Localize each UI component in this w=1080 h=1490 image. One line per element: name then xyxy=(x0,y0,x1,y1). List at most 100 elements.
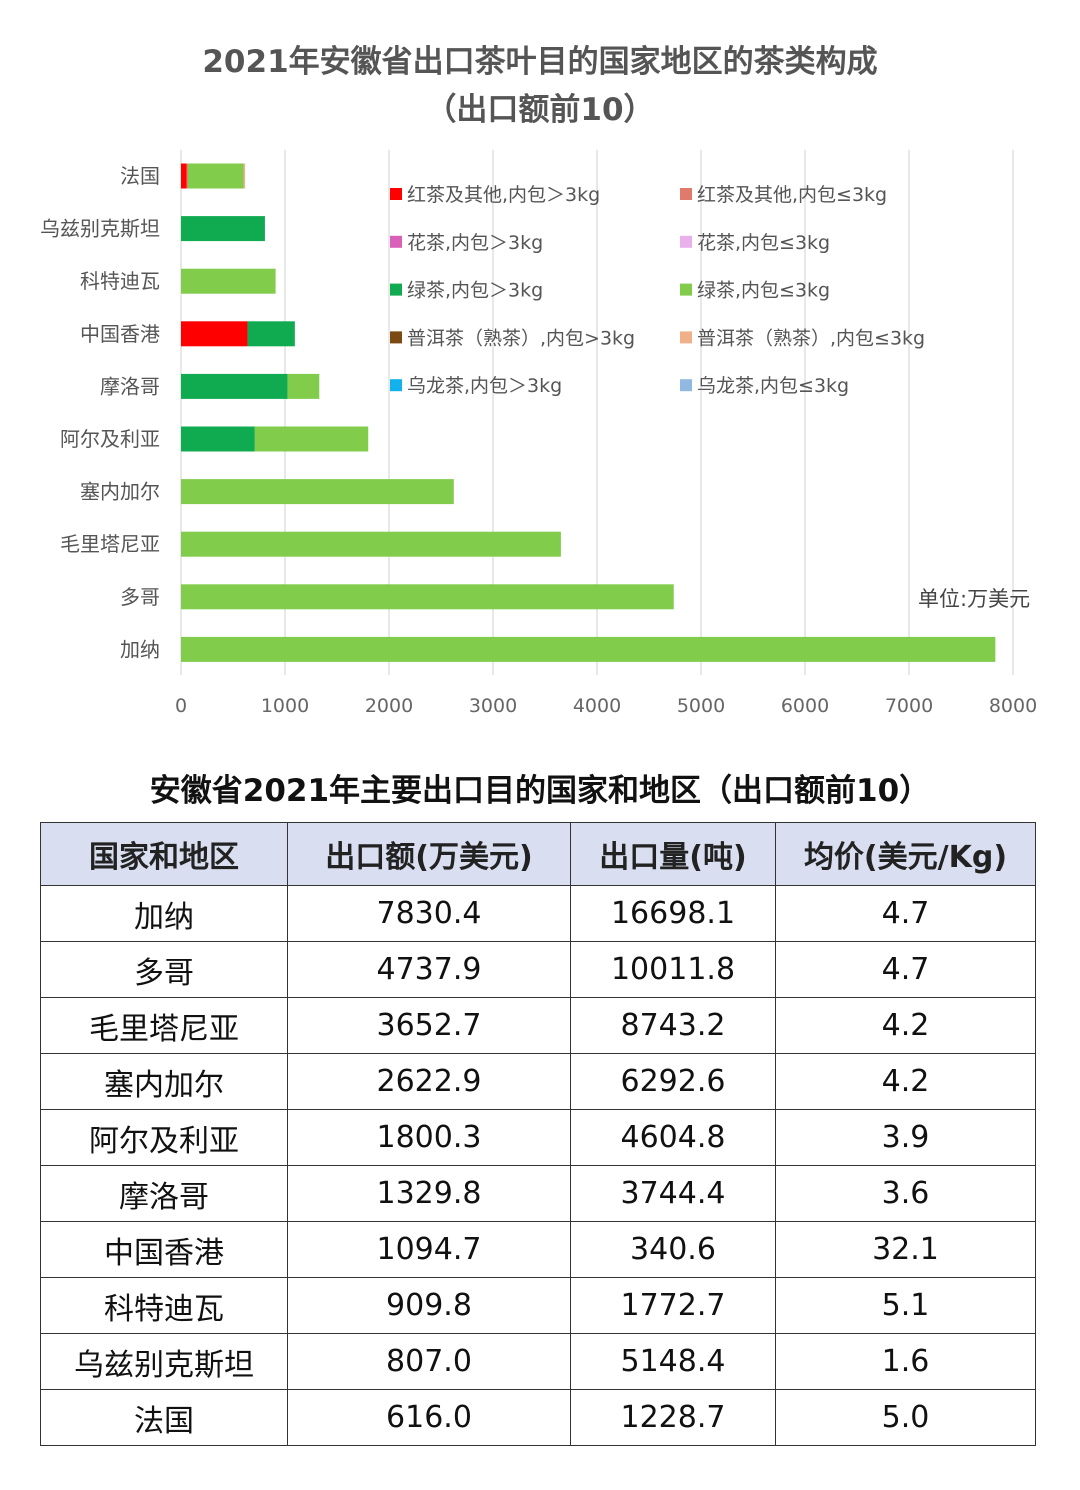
cell-export-value: 807.0 xyxy=(287,1333,571,1390)
legend-label: 红茶及其他,内包＞3kg xyxy=(407,184,600,206)
legend-label: 普洱茶（熟茶）,内包>3kg xyxy=(407,327,635,349)
cell-export-volume: 6292.6 xyxy=(570,1053,776,1110)
table-row: 法国 616.0 1228.7 5.0 xyxy=(40,1389,1036,1446)
y-category-label: 加纳 xyxy=(120,637,160,661)
cell-avg-price: 32.1 xyxy=(775,1221,1036,1278)
cell-avg-price: 1.6 xyxy=(775,1333,1036,1390)
bar-segment xyxy=(181,216,265,242)
y-category-label: 摩洛哥 xyxy=(100,374,160,398)
legend-label: 乌龙茶,内包≤3kg xyxy=(697,375,849,397)
y-category-label: 中国香港 xyxy=(80,322,160,346)
table-row: 中国香港 1094.7 340.6 32.1 xyxy=(40,1221,1036,1278)
table-row: 科特迪瓦 909.8 1772.7 5.1 xyxy=(40,1277,1036,1334)
x-tick-label: 5000 xyxy=(677,695,725,717)
table-row: 阿尔及利亚 1800.3 4604.8 3.9 xyxy=(40,1109,1036,1166)
x-tick-label: 6000 xyxy=(781,695,829,717)
cell-export-volume: 4604.8 xyxy=(570,1109,776,1166)
header-region: 国家和地区 xyxy=(40,822,288,886)
x-tick-label: 1000 xyxy=(261,695,309,717)
cell-avg-price: 4.2 xyxy=(775,1053,1036,1110)
cell-region: 阿尔及利亚 xyxy=(40,1109,288,1166)
x-tick-label: 3000 xyxy=(469,695,517,717)
legend-swatch xyxy=(680,235,692,248)
header-avg-price: 均价(美元/Kg) xyxy=(775,822,1036,886)
legend-swatch xyxy=(680,379,692,392)
cell-avg-price: 5.1 xyxy=(775,1277,1036,1334)
bar-segment xyxy=(181,163,187,189)
bar-segment xyxy=(181,584,674,610)
cell-region: 摩洛哥 xyxy=(40,1165,288,1222)
x-tick-label: 2000 xyxy=(365,695,413,717)
unit-label: 单位:万美元 xyxy=(918,587,1031,611)
y-category-label: 乌兹别克斯坦 xyxy=(40,217,160,241)
x-tick-label: 7000 xyxy=(885,695,933,717)
legend-swatch xyxy=(680,331,692,344)
cell-avg-price: 4.2 xyxy=(775,997,1036,1054)
y-category-label: 科特迪瓦 xyxy=(80,269,160,293)
legend-swatch xyxy=(390,235,402,248)
cell-export-value: 2622.9 xyxy=(287,1053,571,1110)
cell-export-volume: 3744.4 xyxy=(570,1165,776,1222)
legend-label: 花茶,内包＞3kg xyxy=(407,232,543,254)
cell-export-value: 1800.3 xyxy=(287,1109,571,1166)
cell-export-value: 1329.8 xyxy=(287,1165,571,1222)
y-category-label: 法国 xyxy=(120,164,160,188)
table-title: 安徽省2021年主要出口目的国家和地区（出口额前10） xyxy=(149,773,931,809)
legend-label: 乌龙茶,内包＞3kg xyxy=(407,375,562,397)
bar-segment xyxy=(181,426,255,452)
y-category-label: 多哥 xyxy=(120,585,160,609)
table-row: 乌兹别克斯坦 807.0 5148.4 1.6 xyxy=(40,1333,1036,1390)
cell-export-volume: 5148.4 xyxy=(570,1333,776,1390)
cell-region: 中国香港 xyxy=(40,1221,288,1278)
legend-label: 花茶,内包≤3kg xyxy=(697,232,830,254)
legend-swatch xyxy=(680,188,692,200)
cell-export-value: 909.8 xyxy=(287,1277,571,1334)
cell-export-volume: 16698.1 xyxy=(570,885,776,942)
legend-swatch xyxy=(390,331,402,344)
cell-avg-price: 5.0 xyxy=(775,1389,1036,1446)
legend-swatch xyxy=(390,188,402,200)
legend-swatch xyxy=(390,283,402,296)
cell-export-volume: 1772.7 xyxy=(570,1277,776,1334)
cell-export-value: 1094.7 xyxy=(287,1221,571,1278)
table-row: 多哥 4737.9 10011.8 4.7 xyxy=(40,941,1036,998)
bar-segment xyxy=(181,479,454,505)
legend-label: 绿茶,内包≤3kg xyxy=(697,280,830,302)
bar-segment xyxy=(181,321,248,347)
legend-label: 普洱茶（熟茶）,内包≤3kg xyxy=(697,327,925,349)
bar-segment xyxy=(181,636,996,662)
y-category-label: 阿尔及利亚 xyxy=(60,427,160,451)
export-table: 国家和地区 出口额(万美元) 出口量(吨) 均价(美元/Kg) 加纳 7830.4… xyxy=(40,822,1036,1446)
cell-region: 毛里塔尼亚 xyxy=(40,997,288,1054)
x-tick-label: 4000 xyxy=(573,695,621,717)
cell-avg-price: 4.7 xyxy=(775,885,1036,942)
table-row: 加纳 7830.4 16698.1 4.7 xyxy=(40,885,1036,942)
header-export-volume: 出口量(吨) xyxy=(570,822,776,886)
bar-segment xyxy=(187,163,244,189)
cell-export-value: 616.0 xyxy=(287,1389,571,1446)
cell-export-volume: 8743.2 xyxy=(570,997,776,1054)
legend-swatch xyxy=(390,379,402,392)
bar-segment xyxy=(181,531,561,557)
header-export-value: 出口额(万美元) xyxy=(287,822,571,886)
table-row: 毛里塔尼亚 3652.7 8743.2 4.2 xyxy=(40,997,1036,1054)
cell-region: 科特迪瓦 xyxy=(40,1277,288,1334)
legend-label: 红茶及其他,内包≤3kg xyxy=(697,184,887,206)
cell-region: 塞内加尔 xyxy=(40,1053,288,1110)
cell-region: 乌兹别克斯坦 xyxy=(40,1333,288,1390)
cell-export-value: 7830.4 xyxy=(287,885,571,942)
cell-avg-price: 3.6 xyxy=(775,1165,1036,1222)
stacked-bar-chart: 0 1000 2000 3000 4000 5000 6000 7000 8000 法国乌兹别克斯… xyxy=(40,150,1037,717)
chart-title-line1: 2021年安徽省出口茶叶目的国家地区的茶类构成 xyxy=(202,44,878,80)
y-category-label: 毛里塔尼亚 xyxy=(60,532,160,556)
table-row: 摩洛哥 1329.8 3744.4 3.6 xyxy=(40,1165,1036,1222)
cell-export-volume: 1228.7 xyxy=(570,1389,776,1446)
cell-region: 加纳 xyxy=(40,885,288,942)
table-header-row: 国家和地区 出口额(万美元) 出口量(吨) 均价(美元/Kg) xyxy=(40,822,1036,886)
bar-segment xyxy=(181,268,276,294)
legend-label: 绿茶,内包＞3kg xyxy=(407,280,543,302)
x-tick-label: 0 xyxy=(175,695,187,717)
cell-export-value: 3652.7 xyxy=(287,997,571,1054)
table-row: 塞内加尔 2622.9 6292.6 4.2 xyxy=(40,1053,1036,1110)
cell-avg-price: 4.7 xyxy=(775,941,1036,998)
